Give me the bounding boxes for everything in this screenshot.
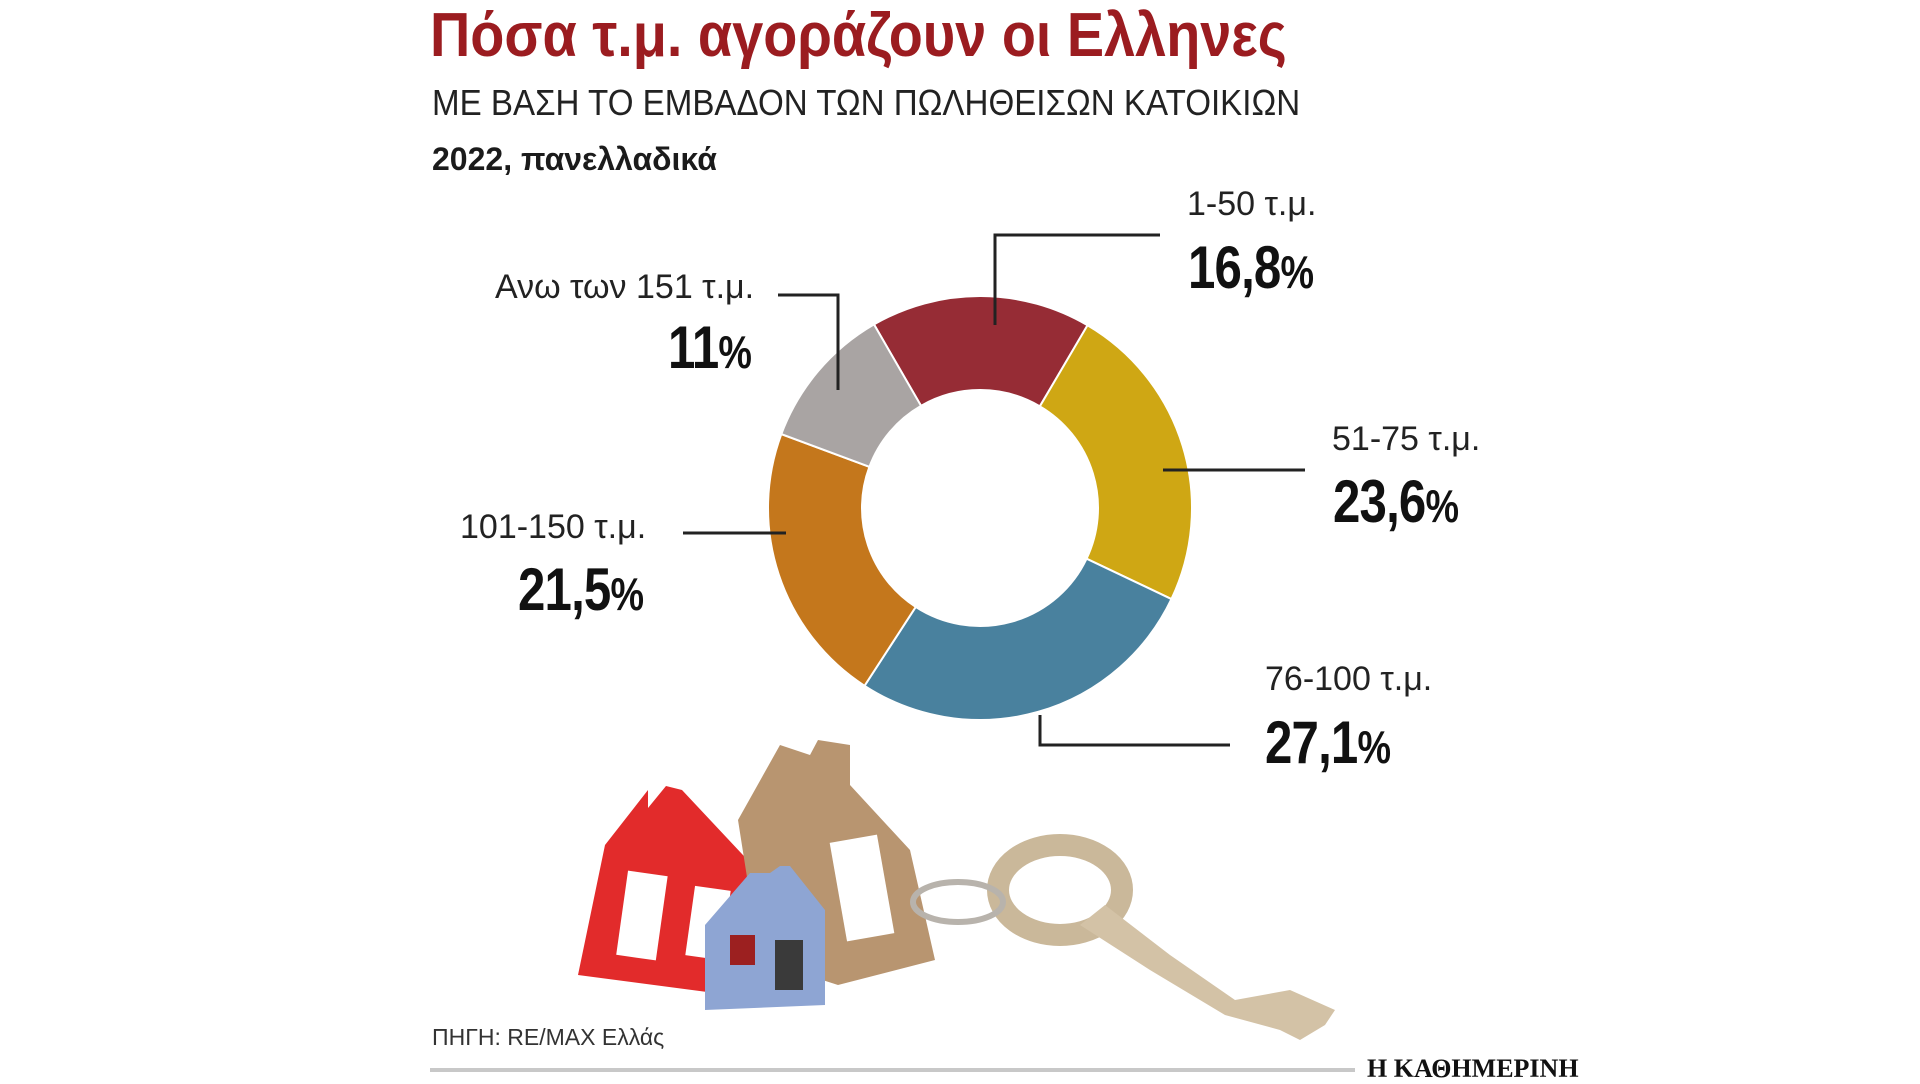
slice-101-150 — [767, 432, 918, 688]
leader-line-151 — [778, 293, 840, 390]
leader-line-76-100 — [1038, 715, 1230, 747]
brand-logo: Η ΚΑΘΗΜΕΡΙΝΗ — [1367, 1054, 1579, 1083]
label-1-50: 1-50 τ.μ. — [1187, 185, 1317, 223]
slice-76-100 — [863, 557, 1173, 721]
label-101-150: 101-150 τ.μ. — [460, 508, 647, 546]
leader-line-1-50 — [993, 233, 1160, 325]
footer-rule — [430, 1068, 1355, 1072]
slice-51-75 — [1038, 323, 1193, 601]
label-151-plus: Ανω των 151 τ.μ. — [495, 268, 755, 306]
label-51-75: 51-75 τ.μ. — [1332, 420, 1481, 458]
houses-and-key-illustration — [578, 740, 1335, 1040]
value-151-plus: 11% — [668, 314, 752, 381]
label-76-100: 76-100 τ.μ. — [1265, 660, 1433, 698]
slice-151-plus — [780, 323, 923, 469]
value-51-75: 23,6% — [1333, 468, 1459, 535]
value-1-50: 16,8% — [1188, 234, 1314, 301]
key-icon — [1080, 905, 1335, 1040]
value-76-100: 27,1% — [1265, 709, 1391, 776]
source-note: ΠΗΓΗ: RE/MAX Ελλάς — [432, 1024, 665, 1050]
chart-subtitle: ΜΕ ΒΑΣΗ ΤΟ ΕΜΒΑΔΟΝ ΤΩΝ ΠΩΛΗΘΕΙΣΩΝ ΚΑΤΟΙΚ… — [432, 82, 1301, 123]
chart-title: Πόσα τ.μ. αγοράζουν οι Ελληνες — [430, 1, 1287, 70]
slice-1-50 — [872, 295, 1089, 408]
chart-period: 2022, πανελλαδικά — [432, 141, 717, 177]
value-101-150: 21,5% — [518, 556, 644, 623]
